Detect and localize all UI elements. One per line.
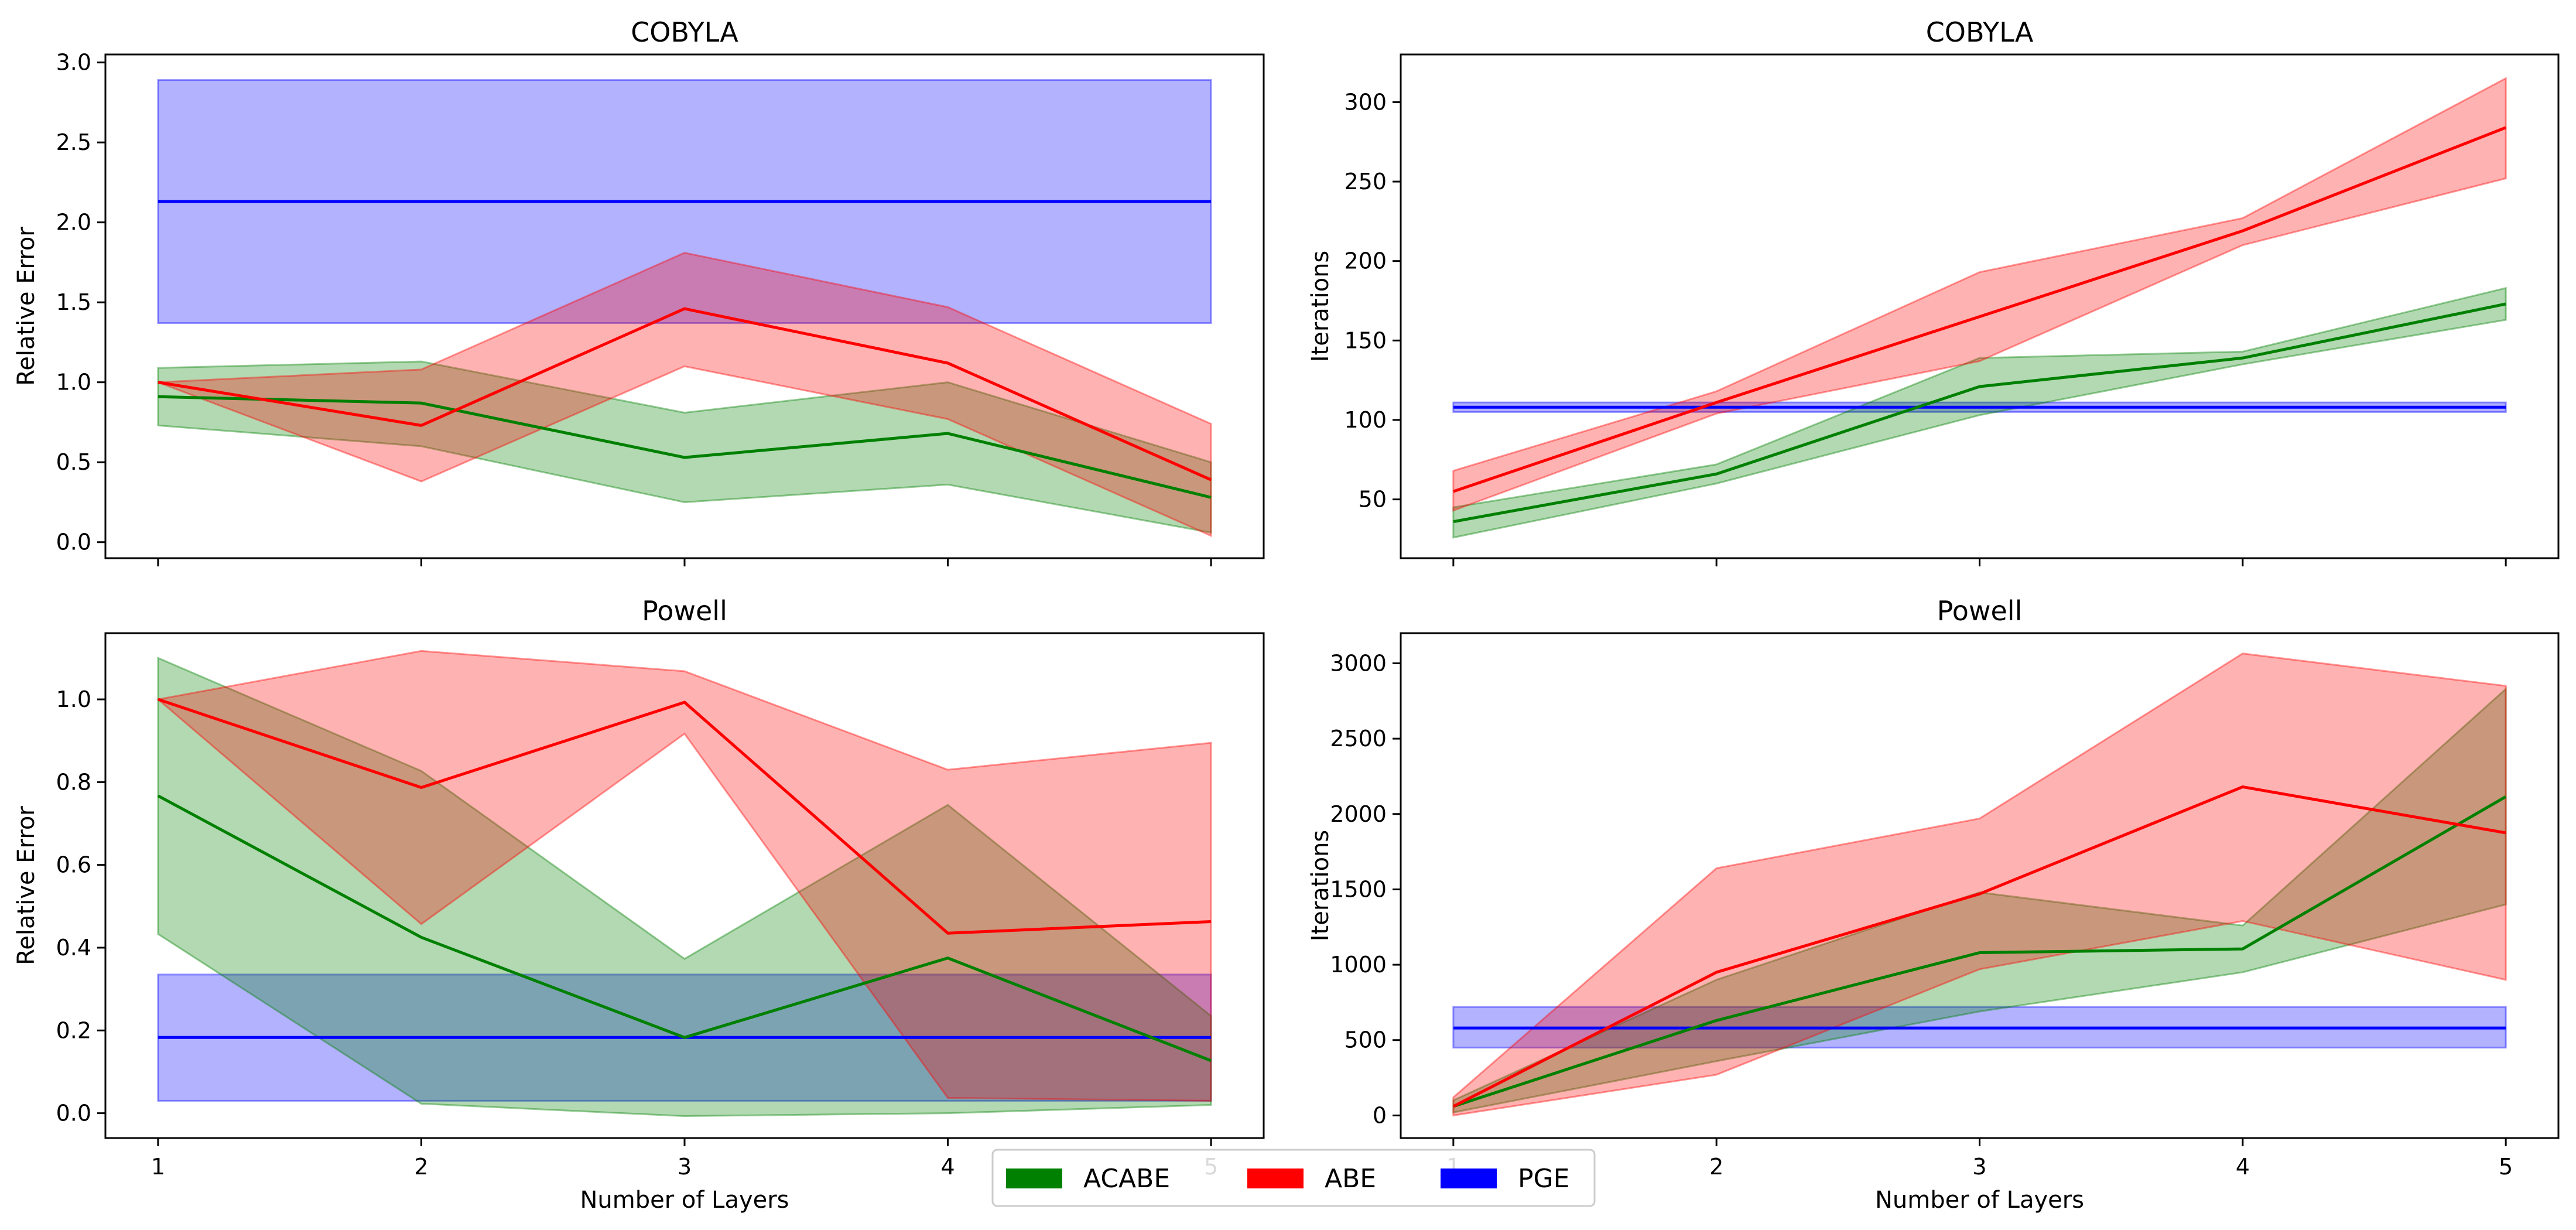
y-tick-label: 2000: [1330, 801, 1387, 827]
y-tick-label: 0.2: [56, 1017, 91, 1043]
y-tick-label: 3000: [1330, 650, 1387, 676]
band-abe: [1452, 77, 2507, 512]
x-axis-label: Number of Layers: [580, 1187, 789, 1214]
chart-panels: 0.0 0.5 1.0 1.5 2.0 2.5 3.0 COBYLA Relative Erro…: [13, 16, 2560, 1214]
line-abe: [158, 307, 1212, 481]
panel-title: COBYLA: [631, 16, 738, 48]
y-tick-label: 0.6: [56, 852, 91, 878]
x-tick-label: 2: [1709, 1154, 1723, 1180]
y-tick-label: 0: [1373, 1102, 1387, 1128]
line-acabe: [1453, 795, 2507, 1108]
y-tick-label: 250: [1344, 169, 1387, 194]
y-tick-label: 0.8: [56, 769, 91, 795]
band-acabe: [157, 657, 1212, 1118]
band-abe: [1452, 652, 2507, 1117]
x-tick-label: 2: [414, 1154, 428, 1180]
plot-area: [1452, 77, 2507, 539]
chart-panel-1: 0.0 0.5 1.0 1.5 2.0 2.5 3.0 COBYLA Relative Erro…: [13, 16, 1265, 566]
y-tick-label: 150: [1344, 327, 1387, 353]
legend-label-pge: PGE: [1518, 1164, 1569, 1194]
y-tick-label: 0.5: [56, 449, 91, 475]
y-axis-label: Relative Error: [13, 806, 40, 965]
legend-swatch-pge: [1441, 1168, 1497, 1188]
y-tick-label: 1500: [1330, 876, 1387, 902]
x-tick-label: 4: [2236, 1154, 2250, 1180]
plot-area: [157, 79, 1212, 538]
y-tick-label: 300: [1344, 89, 1387, 115]
legend-swatch-abe: [1247, 1168, 1304, 1188]
x-tick-label: 1: [151, 1154, 165, 1180]
y-tick-label: 1.0: [56, 370, 91, 395]
line-abe: [158, 698, 1212, 935]
y-tick-label: 1.5: [56, 289, 91, 315]
x-tick-label: 4: [940, 1154, 955, 1180]
y-tick-label: 1000: [1330, 952, 1387, 978]
y-axis-label: Iterations: [1307, 830, 1334, 942]
legend-label-acabe: ACABE: [1083, 1164, 1170, 1194]
legend: ACABE ABE PGE: [991, 1149, 1596, 1207]
x-tick-label: 5: [2499, 1154, 2513, 1180]
y-axis-label: Iterations: [1307, 251, 1334, 363]
y-tick-label: 50: [1359, 487, 1387, 512]
y-tick-label: 0.0: [56, 1101, 91, 1126]
y-tick-label: 100: [1344, 407, 1387, 433]
x-tick-label: 3: [678, 1154, 692, 1180]
plot-area: [1452, 652, 2507, 1117]
legend-swatch-acabe: [1006, 1168, 1062, 1188]
chart-panel-2: 50 100 150 200 250 300 COBYLA Iterations: [1307, 16, 2560, 566]
line-abe: [1453, 126, 2507, 493]
y-tick-label: 0.0: [56, 529, 91, 555]
line-acabe: [157, 794, 1212, 1062]
panel-title: Powell: [642, 595, 727, 627]
y-tick-label: 2500: [1330, 726, 1387, 751]
y-tick-label: 1.0: [56, 686, 91, 712]
y-tick-label: 2.5: [56, 129, 91, 155]
line-acabe: [158, 395, 1212, 499]
legend-label-abe: ABE: [1325, 1164, 1376, 1194]
panel-title: Powell: [1937, 595, 2023, 627]
y-axis-label: Relative Error: [13, 227, 40, 386]
y-tick-label: 3.0: [56, 50, 91, 76]
plot-area: [156, 650, 1212, 1118]
x-tick-label: 3: [1972, 1154, 1986, 1180]
line-acabe: [1453, 302, 2506, 524]
chart-panel-4: 12345050010001500200025003000PowellItera…: [1307, 595, 2560, 1214]
panel-title: COBYLA: [1926, 16, 2034, 48]
line-abe: [1452, 785, 2506, 1108]
y-tick-label: 2.0: [56, 210, 91, 235]
x-axis-label: Number of Layers: [1875, 1187, 2084, 1214]
y-tick-label: 500: [1344, 1027, 1387, 1053]
y-tick-label: 200: [1344, 248, 1387, 274]
y-tick-label: 0.4: [56, 935, 91, 961]
